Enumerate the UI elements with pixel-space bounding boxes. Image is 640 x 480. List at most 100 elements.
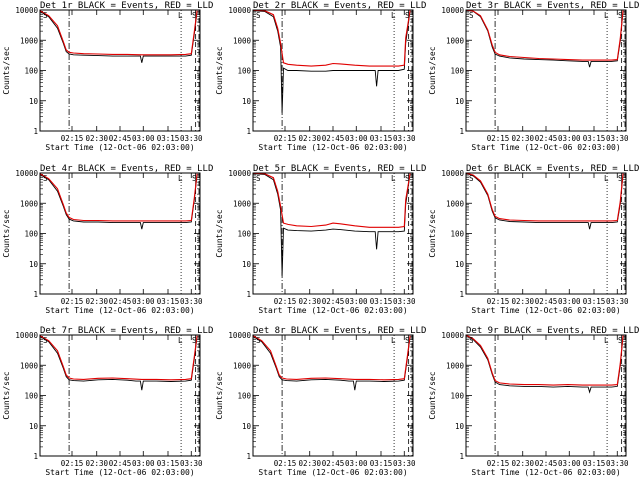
detector-panel-6: Det 6r BLACK = Events, RED = LLD Counts/s… xyxy=(428,164,639,315)
y-tick-label: 10000 xyxy=(15,6,38,15)
series-group xyxy=(253,173,411,276)
y-tick-label: 1000 xyxy=(20,361,39,370)
y-tick-label: 10000 xyxy=(228,331,251,340)
y-tick-label: 10 xyxy=(29,97,39,106)
detector-panel-2: Det 2r BLACK = Events, RED = LLD Counts/s… xyxy=(215,1,426,152)
x-axis-label: Start Time (12-Oct-06 02:03:00) xyxy=(471,306,620,315)
lld-series-line xyxy=(466,10,624,61)
y-tick-label: 10 xyxy=(242,260,252,269)
y-tick-label: 1 xyxy=(33,452,38,461)
corner-label: L xyxy=(391,11,396,20)
y-tick-label: 1000 xyxy=(233,36,252,45)
corner-label: S xyxy=(405,174,410,183)
x-axis-label: Start Time (12-Oct-06 02:03:00) xyxy=(471,468,620,477)
y-tick-label: 100 xyxy=(450,392,464,401)
x-tick-label: 02:30 xyxy=(85,134,108,143)
lld-series-line xyxy=(466,335,624,386)
x-axis-label: Start Time (12-Oct-06 02:03:00) xyxy=(258,306,407,315)
y-axis-label: Counts/sec xyxy=(2,209,11,257)
series-group xyxy=(466,10,624,68)
x-tick-label: 03:15 xyxy=(583,134,606,143)
y-tick-label: 1000 xyxy=(446,361,465,370)
y-tick-label: 100 xyxy=(450,230,464,239)
x-tick-label: 03:15 xyxy=(157,134,180,143)
y-tick-label: 100 xyxy=(24,230,38,239)
panel-title: Det 2r BLACK = Events, RED = LLD xyxy=(253,1,426,11)
events-series-line xyxy=(253,336,411,391)
corner-label: S xyxy=(469,174,474,183)
x-tick-label: 03:00 xyxy=(558,459,581,468)
events-series-line xyxy=(253,10,411,113)
panel-title: Det 6r BLACK = Events, RED = LLD xyxy=(466,164,639,174)
panel-title: Det 3r BLACK = Events, RED = LLD xyxy=(466,1,639,11)
y-tick-label: 10 xyxy=(242,97,252,106)
x-tick-label: 02:45 xyxy=(109,459,132,468)
y-tick-label: 1000 xyxy=(20,36,39,45)
x-axis-label: Start Time (12-Oct-06 02:03:00) xyxy=(45,468,194,477)
series-group xyxy=(466,335,624,394)
x-tick-label: 03:00 xyxy=(558,134,581,143)
x-tick-label: 02:30 xyxy=(511,459,534,468)
x-tick-label: 02:45 xyxy=(322,297,345,306)
events-series-line xyxy=(253,173,411,276)
detector-panel-4: Det 4r BLACK = Events, RED = LLD Counts/s… xyxy=(2,164,213,315)
corner-label: S xyxy=(256,174,261,183)
x-tick-label: 03:15 xyxy=(370,459,393,468)
y-axis-label: Counts/sec xyxy=(215,46,224,94)
y-tick-label: 1 xyxy=(459,452,464,461)
x-tick-label: 02:30 xyxy=(298,297,321,306)
x-tick-label: 03:30 xyxy=(393,297,416,306)
series-group xyxy=(40,173,198,230)
y-axis-label: Counts/sec xyxy=(2,46,11,94)
y-tick-label: 100 xyxy=(237,230,251,239)
lld-series-line xyxy=(253,173,411,228)
corner-label: L xyxy=(604,174,609,183)
corner-label: S xyxy=(43,336,48,345)
y-tick-label: 10 xyxy=(242,422,252,431)
x-tick-label: 02:15 xyxy=(61,297,84,306)
y-axis-label: Counts/sec xyxy=(428,209,437,257)
y-tick-label: 10 xyxy=(29,422,39,431)
y-tick-label: 100 xyxy=(24,67,38,76)
plot-frame xyxy=(465,9,627,132)
x-tick-label: 03:30 xyxy=(180,134,203,143)
corner-label: S xyxy=(43,11,48,20)
x-tick-label: 02:30 xyxy=(511,297,534,306)
x-tick-label: 02:15 xyxy=(487,459,510,468)
corner-label: S xyxy=(405,11,410,20)
detector-panel-3: Det 3r BLACK = Events, RED = LLD Counts/s… xyxy=(428,1,639,152)
events-series-line xyxy=(40,336,198,391)
y-tick-label: 1 xyxy=(246,127,251,136)
series-group xyxy=(253,10,411,113)
lld-series-line xyxy=(253,10,411,67)
series-group xyxy=(40,335,198,391)
x-tick-label: 03:30 xyxy=(180,297,203,306)
corner-label: S xyxy=(618,174,623,183)
plot-frame xyxy=(465,172,627,295)
x-tick-label: 02:45 xyxy=(535,459,558,468)
x-tick-label: 03:00 xyxy=(558,297,581,306)
plot-frame xyxy=(39,334,201,457)
x-tick-label: 02:45 xyxy=(535,297,558,306)
x-tick-label: 02:15 xyxy=(487,134,510,143)
y-axis-label: Counts/sec xyxy=(215,371,224,419)
y-tick-label: 10 xyxy=(455,422,465,431)
plot-frame xyxy=(252,9,414,132)
corner-label: S xyxy=(192,11,197,20)
x-tick-label: 02:45 xyxy=(109,134,132,143)
y-tick-label: 1 xyxy=(33,127,38,136)
panel-title: Det 5r BLACK = Events, RED = LLD xyxy=(253,164,426,174)
x-tick-label: 03:15 xyxy=(157,459,180,468)
y-tick-label: 1 xyxy=(246,452,251,461)
x-tick-label: 02:30 xyxy=(511,134,534,143)
corner-label: L xyxy=(604,11,609,20)
x-tick-label: 02:15 xyxy=(487,297,510,306)
corner-label: S xyxy=(405,336,410,345)
x-tick-label: 03:15 xyxy=(157,297,180,306)
x-tick-label: 02:15 xyxy=(61,459,84,468)
x-tick-label: 03:00 xyxy=(132,134,155,143)
lld-series-line xyxy=(40,10,198,56)
panel-title: Det 8r BLACK = Events, RED = LLD xyxy=(253,326,426,336)
x-tick-label: 03:15 xyxy=(583,297,606,306)
